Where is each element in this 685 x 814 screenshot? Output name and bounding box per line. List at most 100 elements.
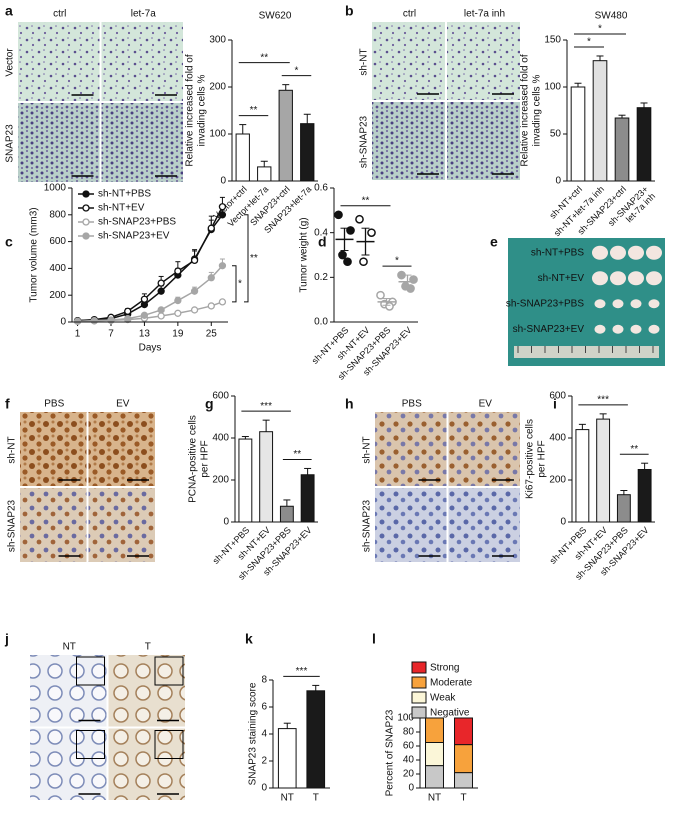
bar xyxy=(257,166,272,182)
y-tick-label: 60 xyxy=(403,741,415,752)
y-axis-label: invading cells % xyxy=(532,75,543,147)
bar-segment xyxy=(425,717,444,743)
y-tick-label: 0 xyxy=(555,176,561,187)
micrograph xyxy=(375,412,447,486)
y-axis-label: per HPF xyxy=(200,440,211,477)
marker xyxy=(190,306,199,314)
micrograph xyxy=(372,22,445,100)
tumor xyxy=(592,245,608,260)
marker xyxy=(218,203,227,211)
panel-label: g xyxy=(205,396,214,412)
legend-swatch xyxy=(411,661,427,674)
tumor xyxy=(610,245,626,260)
bar xyxy=(616,494,631,523)
bar xyxy=(300,123,315,182)
y-tick-label: 0 xyxy=(261,783,267,794)
marker xyxy=(218,298,227,306)
legend-label: Negative xyxy=(430,708,470,719)
tumor xyxy=(628,271,644,286)
y-axis-label: Tumor volume (mm3) xyxy=(29,207,40,302)
bar xyxy=(592,60,608,182)
x-tick-label: T xyxy=(313,793,319,804)
tumor xyxy=(646,245,662,260)
significance-label: * xyxy=(295,65,299,76)
y-tick-label: 150 xyxy=(544,35,561,46)
bar xyxy=(636,107,652,182)
column-label: EV xyxy=(479,399,493,410)
bar-segment xyxy=(425,765,444,789)
significance-label: * xyxy=(598,24,602,35)
bar xyxy=(279,505,294,523)
significance-label: * xyxy=(238,278,242,289)
bar xyxy=(614,117,630,182)
x-tick-label: 19 xyxy=(172,329,184,340)
micrograph xyxy=(447,102,520,180)
panel-label: k xyxy=(245,631,253,647)
legend-marker xyxy=(82,232,90,240)
data-point xyxy=(376,290,385,300)
micrograph xyxy=(372,102,445,180)
x-tick-label: T xyxy=(460,793,466,804)
row-label: sh-NT+EV xyxy=(538,273,585,284)
x-tick-label: 25 xyxy=(206,329,218,340)
legend-marker xyxy=(82,204,90,212)
significance-label: ** xyxy=(293,449,301,460)
inset xyxy=(76,730,105,759)
y-tick-label: 400 xyxy=(212,433,229,444)
marker xyxy=(174,267,182,275)
column-label: NT xyxy=(63,642,76,653)
y-tick-label: 0 xyxy=(220,176,226,187)
bar xyxy=(575,429,590,523)
marker xyxy=(90,317,98,325)
y-tick-label: 0 xyxy=(60,317,66,328)
bar xyxy=(300,474,315,523)
axes xyxy=(571,396,655,523)
marker xyxy=(207,302,215,310)
y-tick-label: 40 xyxy=(403,755,415,766)
axes xyxy=(234,396,318,523)
legend-label: Strong xyxy=(430,663,459,674)
y-tick-label: 2 xyxy=(261,756,267,767)
y-tick-label: 600 xyxy=(212,391,229,402)
y-tick-label: 100 xyxy=(544,82,561,93)
y-tick-label: 400 xyxy=(49,263,66,274)
marker xyxy=(174,296,182,305)
significance-label: ** xyxy=(260,52,268,63)
significance-label: ** xyxy=(250,105,258,116)
x-tick-label: NT xyxy=(428,793,441,804)
marker xyxy=(218,262,227,270)
legend-label: sh-SNAP23+EV xyxy=(98,231,170,242)
axes xyxy=(272,680,330,789)
legend-label: sh-NT+PBS xyxy=(98,189,151,200)
tumor xyxy=(610,271,626,286)
row-label: sh-NT xyxy=(7,436,18,463)
bar xyxy=(570,86,586,182)
y-tick-label: 4 xyxy=(261,729,267,740)
micrograph xyxy=(20,488,87,562)
column-label: EV xyxy=(116,399,130,410)
marker xyxy=(107,316,115,324)
y-tick-label: 50 xyxy=(550,129,562,140)
y-axis-label: PCNA-positive cells xyxy=(188,415,199,503)
significance-bracket xyxy=(244,214,249,303)
y-tick-label: 0 xyxy=(223,517,229,528)
column-label: let-7a xyxy=(131,9,156,20)
row-label: sh-SNAP23+PBS xyxy=(506,298,584,309)
panel-label: i xyxy=(553,396,557,412)
data-point xyxy=(334,210,343,220)
row-label: sh-NT+PBS xyxy=(531,247,584,258)
significance-label: ** xyxy=(630,444,638,455)
line xyxy=(77,206,224,322)
y-tick-label: 0 xyxy=(408,783,414,794)
micrograph xyxy=(448,488,520,562)
bar-segment xyxy=(454,744,473,774)
legend-marker xyxy=(82,218,90,226)
data-point xyxy=(343,257,352,267)
bar xyxy=(306,690,326,789)
chart-title: SW480 xyxy=(595,11,628,22)
axes xyxy=(71,188,228,323)
x-tick-label: 1 xyxy=(75,329,81,340)
y-tick-label: 0.4 xyxy=(314,227,328,238)
panel-label: h xyxy=(345,396,354,412)
legend-swatch xyxy=(411,691,427,704)
